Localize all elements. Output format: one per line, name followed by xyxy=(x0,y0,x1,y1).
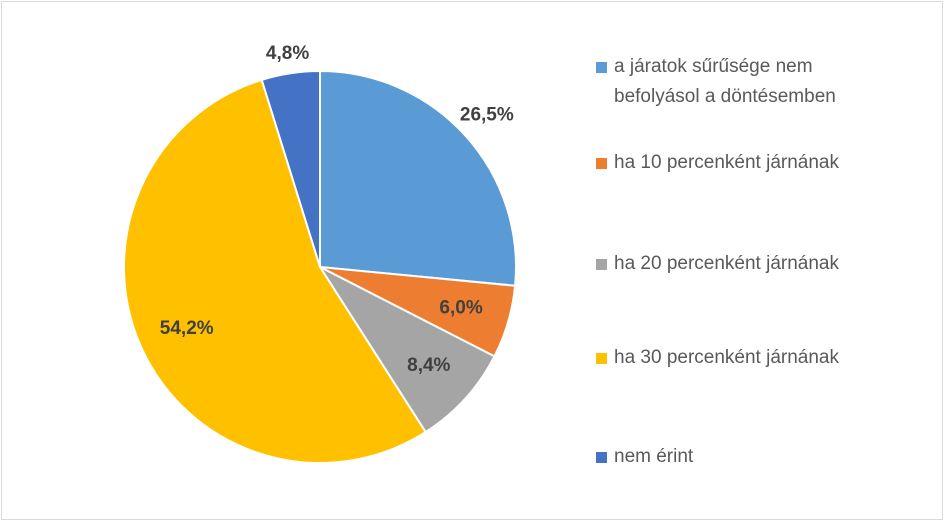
legend-swatch xyxy=(596,452,607,463)
pie-slice xyxy=(319,69,517,287)
legend-item: ha 20 percenként járnának xyxy=(596,249,839,279)
legend-swatch xyxy=(596,259,607,270)
legend-label: a járatok sűrűsége nem befolyásol a dönt… xyxy=(614,56,836,107)
legend-item: a járatok sűrűsége nem befolyásol a dönt… xyxy=(596,52,844,112)
pie-slice xyxy=(260,69,321,268)
legend-swatch xyxy=(596,62,607,73)
legend-label: nem érint xyxy=(614,446,694,467)
legend-swatch xyxy=(596,158,607,169)
legend-swatch xyxy=(596,353,607,364)
legend-item: nem érint xyxy=(596,442,693,472)
legend-item: ha 30 percenként járnának xyxy=(596,343,839,373)
data-label: 4,8% xyxy=(266,43,309,64)
pie-slice xyxy=(317,264,496,434)
data-label: 6,0% xyxy=(439,297,482,318)
legend-label: ha 10 percenként járnának xyxy=(614,152,839,173)
legend-label: ha 30 percenként járnának xyxy=(614,347,839,368)
pie-slice xyxy=(123,78,428,464)
legend-label: ha 20 percenként járnának xyxy=(614,253,839,274)
data-label: 8,4% xyxy=(407,355,450,376)
data-label: 54,2% xyxy=(160,318,214,339)
legend-item: ha 10 percenként járnának xyxy=(596,148,839,178)
data-label: 26,5% xyxy=(460,104,514,125)
